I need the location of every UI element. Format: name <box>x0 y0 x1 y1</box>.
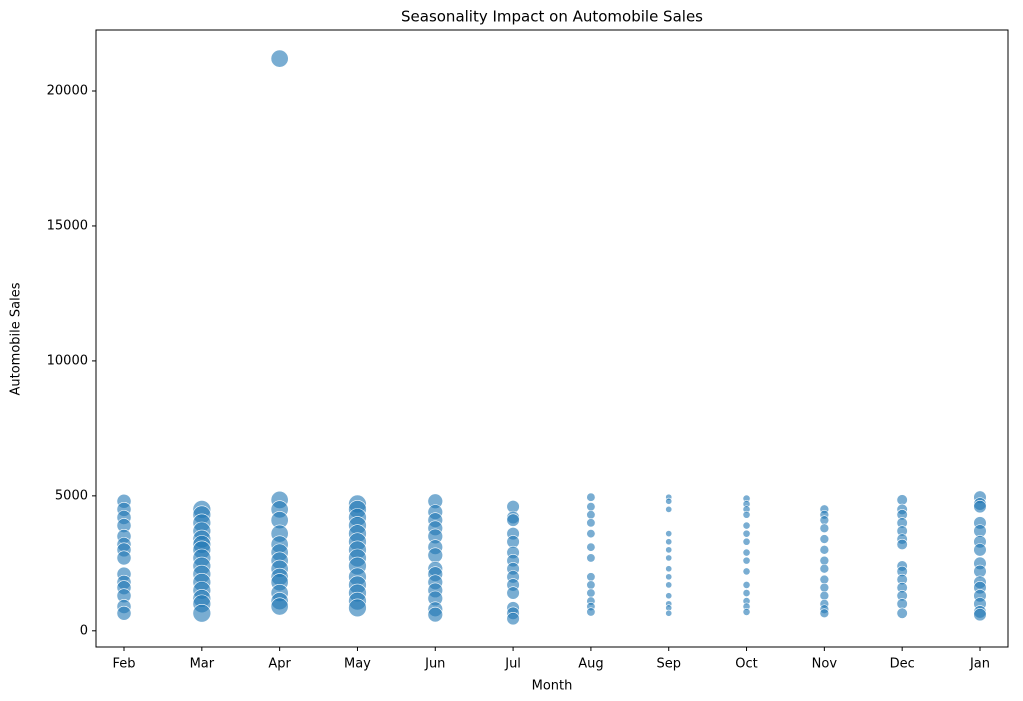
bubble <box>819 555 830 566</box>
bubble <box>819 515 830 525</box>
x-tick-label: Oct <box>735 657 757 672</box>
bubble <box>665 497 673 505</box>
y-tick-label: 15000 <box>47 218 88 233</box>
bubble <box>586 553 596 563</box>
bubble <box>270 597 289 616</box>
bubble <box>665 609 673 617</box>
bubble <box>586 510 596 520</box>
bubble <box>427 606 443 623</box>
bubble <box>742 548 751 557</box>
bubble <box>665 530 673 538</box>
bubble <box>506 586 520 600</box>
y-axis-label: Automobile Sales <box>9 282 24 395</box>
x-tick-label: Dec <box>890 657 915 672</box>
bubble <box>742 510 751 519</box>
bubble <box>665 573 673 581</box>
bubble <box>896 607 908 619</box>
bubble <box>665 554 673 562</box>
x-tick-label: Apr <box>268 657 291 672</box>
bubble <box>270 49 289 68</box>
bubble <box>348 598 367 618</box>
bubble <box>506 513 520 527</box>
bubble <box>742 556 751 565</box>
y-tick-label: 5000 <box>55 488 88 503</box>
bubble <box>819 574 830 585</box>
bubble <box>819 534 830 544</box>
bubble <box>116 605 132 621</box>
bubble <box>896 598 908 610</box>
bubble <box>819 523 830 534</box>
bubble <box>586 518 596 528</box>
bubble <box>819 582 830 593</box>
bubble <box>742 521 751 530</box>
bubble <box>586 502 596 512</box>
bubble <box>192 604 212 623</box>
bubble <box>973 543 987 557</box>
x-tick-label: Jul <box>504 657 521 672</box>
bubble <box>665 592 673 600</box>
bubble <box>665 538 673 546</box>
bubble <box>742 581 751 589</box>
bubble <box>973 500 987 514</box>
bubble <box>819 545 830 555</box>
bubble <box>427 547 443 563</box>
x-tick-label: Jun <box>424 657 445 672</box>
bubble <box>742 608 751 616</box>
x-tick-label: Feb <box>112 657 135 672</box>
x-tick-label: Nov <box>812 657 838 672</box>
bubble <box>665 505 673 513</box>
y-tick-label: 10000 <box>47 353 88 368</box>
x-tick-label: Sep <box>656 657 681 672</box>
bubble <box>742 589 751 597</box>
bubble <box>819 608 830 619</box>
chart-title: Seasonality Impact on Automobile Sales <box>401 8 703 26</box>
bubble <box>116 550 132 566</box>
bubble <box>896 538 908 551</box>
bubble <box>586 580 596 590</box>
bubble <box>896 494 908 506</box>
bubble <box>665 581 673 589</box>
bubble <box>586 492 596 502</box>
plot-frame <box>95 29 1009 648</box>
bubble <box>586 588 596 598</box>
x-axis-label: Month <box>532 679 573 694</box>
y-tick-label: 0 <box>80 623 88 638</box>
x-tick-label: Jan <box>969 657 990 672</box>
bubble <box>665 565 673 573</box>
y-tick-label: 20000 <box>47 83 88 98</box>
bubble <box>742 537 751 546</box>
x-tick-label: Aug <box>578 657 603 672</box>
bubble <box>665 546 673 554</box>
bubble <box>506 612 520 626</box>
bubble <box>819 590 830 601</box>
x-tick-label: Mar <box>190 657 215 672</box>
bubble <box>586 572 596 582</box>
bubble <box>586 607 596 617</box>
bubble <box>742 567 751 576</box>
bubble <box>973 607 987 622</box>
bubble <box>742 529 751 538</box>
x-tick-label: May <box>344 657 371 672</box>
bubble <box>586 542 596 552</box>
bubble <box>819 563 830 574</box>
bubble <box>586 529 596 539</box>
